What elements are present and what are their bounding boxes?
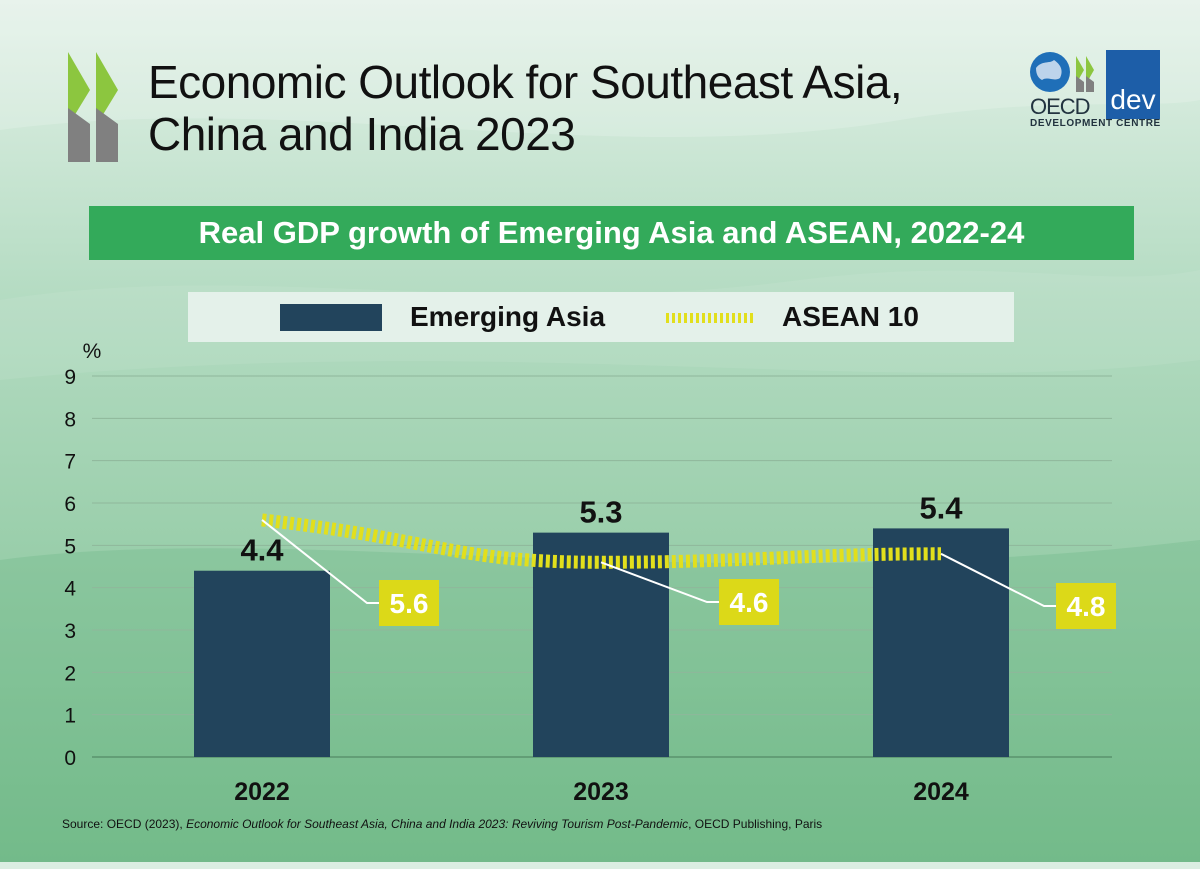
source-prefix: Source: OECD (2023), [62, 817, 187, 831]
y-tick-label: 0 [64, 747, 76, 770]
callout-leader [940, 552, 1056, 607]
logo-oecd-text: OECD [1030, 94, 1091, 119]
callout-box [379, 580, 439, 626]
x-tick-label: 2024 [913, 778, 969, 806]
y-tick-label: 2 [64, 662, 76, 685]
callout-leader [600, 561, 719, 603]
bar-value-label: 4.4 [240, 533, 284, 568]
title-line-2: China and India 2023 [148, 108, 576, 160]
x-tick-label: 2023 [573, 778, 629, 806]
line-value-label: 5.6 [390, 588, 429, 619]
globe-icon [1030, 52, 1094, 92]
asean-line [261, 513, 942, 569]
y-tick-label: 1 [64, 705, 76, 728]
legend: Emerging Asia ASEAN 10 [188, 292, 1014, 342]
y-tick-label: 9 [64, 366, 76, 389]
y-tick-label: 6 [64, 493, 76, 516]
callout-box [719, 579, 779, 625]
oecd-logo: OECD dev DEVELOPMENT CENTRE [1026, 50, 1166, 132]
source-note: Source: OECD (2023), Economic Outlook fo… [62, 817, 822, 831]
y-tick-label: 7 [64, 451, 76, 474]
y-tick-label: 3 [64, 620, 76, 643]
bar [533, 532, 669, 757]
callout-leader [261, 519, 379, 604]
title-line-1: Economic Outlook for Southeast Asia, [148, 56, 903, 108]
source-title: Economic Outlook for Southeast Asia, Chi… [186, 817, 689, 831]
line-value-label: 4.6 [730, 587, 769, 618]
logo-dev-text: dev [1106, 83, 1160, 119]
chart-title-banner: Real GDP growth of Emerging Asia and ASE… [89, 206, 1134, 260]
bar [873, 528, 1009, 757]
legend-swatch-asean [666, 313, 756, 323]
x-tick-label: 2022 [234, 778, 290, 806]
line-value-label: 4.8 [1067, 591, 1106, 622]
legend-label-asean: ASEAN 10 [782, 301, 919, 332]
chevrons-icon [68, 52, 118, 162]
y-tick-label: 5 [64, 535, 76, 558]
bar-value-label: 5.4 [919, 490, 963, 525]
y-tick-label: 4 [64, 578, 76, 601]
bar-value-label: 5.3 [579, 495, 622, 530]
source-suffix: , OECD Publishing, Paris [688, 817, 823, 831]
callout-box [1056, 583, 1116, 629]
bar [194, 570, 330, 757]
y-tick-label: 8 [64, 408, 76, 431]
logo-block [1106, 50, 1160, 83]
chart-title: Real GDP growth of Emerging Asia and ASE… [198, 215, 1025, 250]
logo-subtitle: DEVELOPMENT CENTRE [1030, 118, 1161, 129]
legend-label-emerging-asia: Emerging Asia [410, 301, 606, 332]
legend-swatch-emerging-asia [280, 304, 382, 331]
y-axis-unit: % [83, 340, 102, 363]
page-title: Economic Outlook for Southeast Asia, Chi… [148, 56, 903, 160]
